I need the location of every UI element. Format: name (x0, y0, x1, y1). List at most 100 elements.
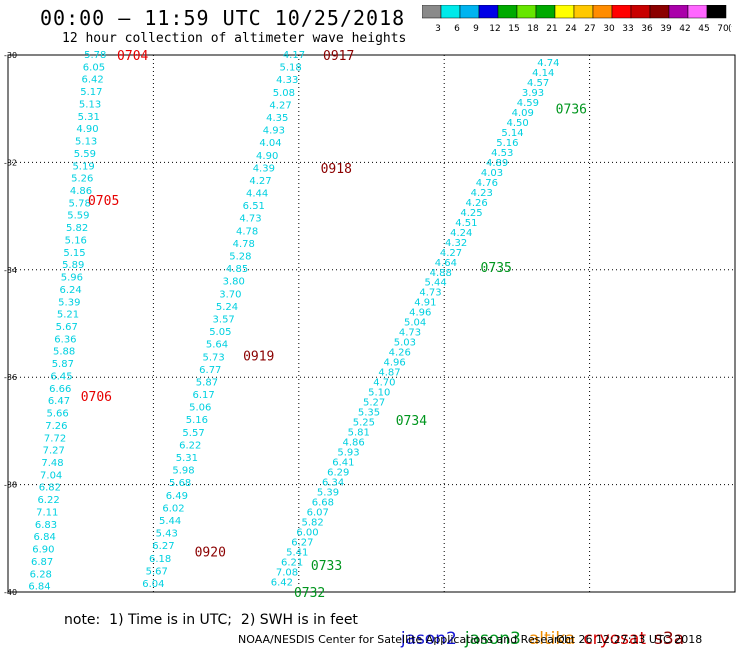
wave-height-point: 5.44 (424, 278, 446, 289)
color-level-label: 21 (546, 24, 557, 33)
color-level-label: 15 (508, 24, 519, 33)
pass-time-label: 0917 (323, 49, 354, 64)
wave-height-point: 6.36 (54, 334, 76, 345)
wave-height-point: 5.67 (56, 322, 78, 333)
wave-height-point: 5.82 (66, 223, 88, 234)
wave-height-point: 5.31 (176, 453, 198, 464)
wave-height-point: 3.70 (219, 289, 241, 300)
wave-height-point: 4.26 (466, 198, 488, 209)
wave-height-point: 5.26 (71, 174, 93, 185)
wave-height-point: 5.87 (196, 377, 218, 388)
color-level-label: 39 (660, 24, 672, 33)
wave-height-point: 5.24 (216, 302, 238, 313)
wave-height-point: 7.72 (44, 433, 66, 444)
pass-time-label: 0735 (481, 261, 512, 276)
wave-height-point: 4.86 (342, 438, 364, 449)
wave-height-point: 6.29 (327, 467, 349, 478)
legend-jason2: jason2 (400, 629, 457, 649)
wave-height-point: 5.25 (353, 418, 375, 429)
wave-height-point: 5.08 (273, 88, 295, 99)
color-level-label: 42 (679, 24, 690, 33)
wave-height-point: 5.43 (156, 529, 178, 540)
wave-height-point: 4.14 (532, 68, 554, 79)
wave-height-point: 6.22 (37, 495, 59, 506)
wave-height-point: 4.25 (460, 208, 482, 219)
wave-height-point: 5.78 (84, 50, 106, 61)
wave-height-point: 5.21 (57, 310, 79, 321)
wave-height-point: 6.05 (83, 62, 105, 73)
wave-height-point: 7.08 (276, 567, 298, 578)
wave-height-point: 4.27 (249, 176, 271, 187)
wave-height-point: 5.73 (203, 352, 225, 363)
color-level-label: 45 (698, 24, 709, 33)
units-note: note: 1) Time is in UTC; 2) SWH is in fe… (64, 612, 358, 628)
wave-height-point: 5.31 (78, 112, 100, 123)
wave-height-point: 4.96 (409, 308, 431, 319)
wave-height-point: 4.88 (430, 268, 452, 279)
wave-height-point: 4.90 (256, 151, 278, 162)
wave-height-point: 5.41 (286, 547, 308, 558)
wave-height-point: 3.57 (213, 314, 235, 325)
wave-height-point: 5.13 (75, 137, 97, 148)
wave-height-point: 5.93 (337, 448, 359, 459)
wave-height-point: 6.47 (48, 396, 70, 407)
wave-height-point: 4.78 (233, 239, 255, 250)
wave-height-point: 6.51 (243, 201, 265, 212)
wave-height-point: 4.17 (283, 50, 305, 61)
wave-height-point: 3.80 (223, 277, 245, 288)
wave-height-point: 6.45 (50, 371, 72, 382)
pass-time-label: 0734 (396, 414, 427, 429)
legend-jason3: jason3 (464, 629, 521, 649)
wave-height-point: 4.73 (419, 288, 441, 299)
wave-height-point: 5.68 (169, 478, 191, 489)
plot-frame (7, 54, 736, 593)
wave-height-point: 6.00 (296, 527, 318, 538)
wave-height-point: 5.17 (80, 87, 102, 98)
wave-height-point: 6.02 (162, 503, 184, 514)
y-tick-label: -36 (4, 373, 17, 382)
wave-height-point: 5.28 (229, 252, 251, 263)
wave-height-point: 5.98 (172, 466, 194, 477)
wave-height-point: 5.13 (79, 99, 101, 110)
color-swatch (706, 5, 727, 19)
pass-time-label: 0704 (117, 49, 148, 64)
wave-height-point: 7.11 (36, 507, 58, 518)
wave-height-point: 5.16 (186, 415, 208, 426)
wave-height-point: 5.35 (358, 408, 380, 419)
color-level-label: 3 (435, 24, 441, 33)
wave-height-point: 5.18 (279, 63, 301, 74)
wave-height-point: 5.19 (72, 161, 94, 172)
wave-height-point: 4.73 (399, 328, 421, 339)
wave-height-point: 7.26 (45, 421, 67, 432)
y-tick-label: -40 (4, 588, 17, 597)
wave-height-point: 5.15 (63, 248, 85, 259)
color-level-label: 6 (454, 24, 460, 33)
pass-time-label: 0736 (556, 103, 587, 118)
wave-height-point: 6.28 (30, 569, 52, 580)
wave-height-point: 4.44 (246, 189, 268, 200)
wave-height-point: 5.03 (394, 338, 416, 349)
wave-height-point: 4.73 (239, 214, 261, 225)
wave-height-point: 4.86 (70, 186, 92, 197)
wave-height-point: 4.33 (276, 75, 298, 86)
wave-height-point: 6.90 (32, 545, 54, 556)
wave-height-point: 4.27 (440, 248, 462, 259)
wave-height-point: 6.04 (142, 579, 164, 590)
wave-height-point: 4.39 (253, 163, 275, 174)
wave-height-point: 4.74 (537, 58, 559, 69)
satellite-legend: jason2 jason3 altika cryosat s3a (390, 609, 692, 649)
y-tick-label: -38 (4, 481, 17, 490)
wave-height-point: 5.16 (65, 235, 87, 246)
wave-height-point: 5.44 (159, 516, 181, 527)
wave-height-point: 5.06 (189, 403, 211, 414)
wave-height-point: 6.27 (152, 541, 174, 552)
wave-height-point: 4.70 (373, 378, 395, 389)
legend-cryosat: cryosat (583, 629, 647, 649)
color-level-label: 27 (584, 24, 595, 33)
color-level-label: 24 (565, 24, 577, 33)
wave-height-point: 3.93 (522, 88, 544, 99)
wave-height-point: 5.96 (61, 273, 83, 284)
pass-time-label: 0706 (81, 390, 112, 405)
wave-height-point: 4.87 (378, 368, 400, 379)
wave-height-point: 6.42 (82, 75, 104, 86)
